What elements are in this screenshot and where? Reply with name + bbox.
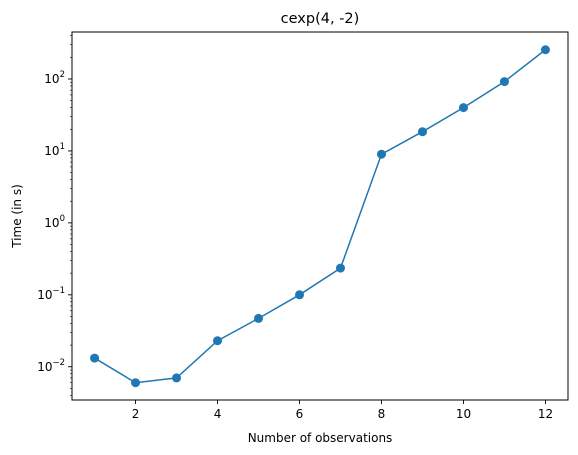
data-point <box>295 290 305 300</box>
y-tick-label: 10−1 <box>37 286 65 302</box>
x-tick-label: 10 <box>456 407 471 421</box>
data-point <box>90 353 100 363</box>
data-point <box>335 263 345 273</box>
series-layer <box>90 45 550 388</box>
y-tick-label: 100 <box>44 214 65 230</box>
data-point <box>376 149 386 159</box>
data-point <box>417 127 427 137</box>
y-axis: 10−2 10−1 100 101 102 <box>37 35 72 396</box>
plot-area: 2 4 6 8 10 12 10−2 10−1 100 101 102 <box>37 31 569 421</box>
x-tick-label: 4 <box>214 407 222 421</box>
x-tick-label: 12 <box>538 407 553 421</box>
y-tick-label: 10−2 <box>37 358 65 374</box>
x-axis-title: Number of observations <box>248 431 393 445</box>
y-tick-label: 101 <box>44 142 65 158</box>
data-point <box>131 378 141 388</box>
data-point <box>172 373 182 383</box>
x-tick-label: 2 <box>132 407 140 421</box>
data-point <box>499 77 509 87</box>
y-tick-label: 102 <box>44 70 65 86</box>
data-point <box>254 313 264 323</box>
series-line <box>94 49 546 384</box>
x-tick-label: 6 <box>296 407 304 421</box>
data-point <box>540 45 550 55</box>
chart-title: cexp(4, -2) <box>281 11 360 27</box>
axes-frame <box>71 31 569 401</box>
y-axis-title: Time (in s) <box>10 184 24 249</box>
data-point <box>213 336 223 346</box>
x-axis: 2 4 6 8 10 12 <box>132 400 553 421</box>
x-tick-label: 8 <box>378 407 386 421</box>
data-point <box>458 103 468 113</box>
